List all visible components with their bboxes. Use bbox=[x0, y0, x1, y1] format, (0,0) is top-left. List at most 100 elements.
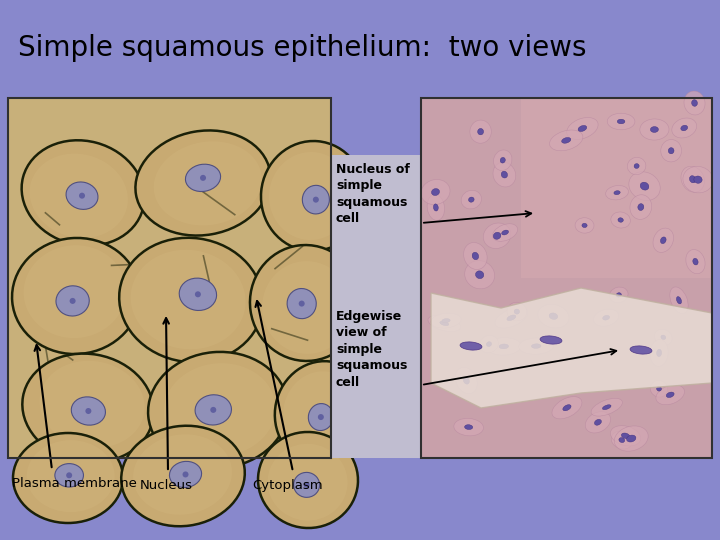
Ellipse shape bbox=[133, 434, 232, 515]
Ellipse shape bbox=[610, 287, 628, 303]
Ellipse shape bbox=[650, 126, 658, 132]
Ellipse shape bbox=[469, 197, 474, 202]
Ellipse shape bbox=[611, 212, 631, 228]
Ellipse shape bbox=[262, 261, 352, 354]
Bar bbox=[8, 98, 331, 458]
Ellipse shape bbox=[606, 186, 629, 200]
Ellipse shape bbox=[130, 250, 246, 349]
Circle shape bbox=[304, 482, 310, 488]
Ellipse shape bbox=[163, 363, 276, 456]
Circle shape bbox=[200, 175, 206, 181]
Ellipse shape bbox=[148, 352, 288, 468]
Ellipse shape bbox=[464, 261, 495, 289]
Ellipse shape bbox=[514, 309, 520, 314]
Ellipse shape bbox=[607, 113, 635, 130]
Text: Simple squamous epithelium:  two views: Simple squamous epithelium: two views bbox=[18, 34, 587, 62]
Ellipse shape bbox=[591, 399, 622, 416]
Ellipse shape bbox=[442, 319, 450, 323]
Text: Nucleus of
simple
squamous
cell: Nucleus of simple squamous cell bbox=[336, 163, 410, 226]
Ellipse shape bbox=[657, 387, 662, 391]
Bar bbox=[521, 98, 712, 278]
Ellipse shape bbox=[427, 194, 444, 220]
Ellipse shape bbox=[30, 153, 128, 238]
Bar bbox=[8, 98, 331, 458]
Ellipse shape bbox=[195, 395, 231, 425]
Ellipse shape bbox=[258, 432, 358, 528]
Ellipse shape bbox=[614, 191, 620, 195]
Ellipse shape bbox=[681, 166, 704, 192]
Ellipse shape bbox=[66, 182, 98, 210]
Text: Edgewise
view of
simple
squamous
cell: Edgewise view of simple squamous cell bbox=[336, 310, 408, 389]
Ellipse shape bbox=[582, 224, 587, 227]
Circle shape bbox=[299, 301, 305, 307]
Polygon shape bbox=[431, 288, 712, 408]
Ellipse shape bbox=[275, 361, 372, 465]
Circle shape bbox=[318, 414, 324, 420]
Ellipse shape bbox=[654, 329, 672, 345]
Ellipse shape bbox=[431, 313, 461, 328]
Ellipse shape bbox=[480, 335, 498, 353]
Ellipse shape bbox=[640, 119, 669, 140]
Ellipse shape bbox=[603, 405, 611, 410]
Ellipse shape bbox=[428, 315, 461, 332]
Text: Plasma membrane: Plasma membrane bbox=[12, 477, 137, 490]
Ellipse shape bbox=[531, 344, 541, 348]
Ellipse shape bbox=[660, 237, 666, 244]
Ellipse shape bbox=[268, 444, 348, 521]
Ellipse shape bbox=[681, 125, 688, 131]
Ellipse shape bbox=[519, 338, 554, 354]
Ellipse shape bbox=[120, 238, 263, 362]
Ellipse shape bbox=[22, 140, 145, 246]
Ellipse shape bbox=[475, 271, 484, 279]
Ellipse shape bbox=[653, 228, 673, 252]
Ellipse shape bbox=[421, 179, 450, 205]
Ellipse shape bbox=[464, 242, 487, 269]
Ellipse shape bbox=[269, 152, 352, 240]
Ellipse shape bbox=[502, 230, 508, 235]
Circle shape bbox=[70, 298, 76, 304]
Ellipse shape bbox=[483, 223, 510, 248]
Ellipse shape bbox=[56, 286, 89, 316]
Ellipse shape bbox=[629, 172, 660, 200]
Circle shape bbox=[313, 197, 319, 202]
Ellipse shape bbox=[540, 336, 562, 344]
Ellipse shape bbox=[462, 190, 482, 209]
Text: Cytoplasm: Cytoplasm bbox=[252, 479, 323, 492]
Ellipse shape bbox=[657, 349, 662, 356]
Ellipse shape bbox=[690, 176, 696, 183]
Ellipse shape bbox=[563, 404, 571, 411]
Ellipse shape bbox=[24, 245, 126, 338]
Ellipse shape bbox=[538, 305, 569, 328]
Ellipse shape bbox=[593, 309, 618, 326]
Bar bbox=[331, 155, 421, 458]
Ellipse shape bbox=[169, 461, 202, 488]
Ellipse shape bbox=[630, 346, 652, 354]
Ellipse shape bbox=[638, 204, 644, 211]
Ellipse shape bbox=[501, 171, 508, 178]
Ellipse shape bbox=[294, 472, 320, 497]
Circle shape bbox=[66, 472, 72, 478]
Ellipse shape bbox=[666, 392, 674, 397]
Ellipse shape bbox=[460, 342, 482, 350]
Ellipse shape bbox=[668, 147, 674, 154]
Ellipse shape bbox=[500, 158, 505, 163]
Ellipse shape bbox=[621, 433, 630, 438]
Ellipse shape bbox=[603, 315, 610, 320]
Ellipse shape bbox=[493, 232, 501, 239]
Ellipse shape bbox=[55, 464, 84, 487]
Ellipse shape bbox=[507, 315, 516, 321]
Ellipse shape bbox=[595, 420, 601, 425]
Ellipse shape bbox=[495, 307, 528, 328]
Circle shape bbox=[182, 471, 189, 477]
Ellipse shape bbox=[661, 139, 682, 162]
Bar bbox=[8, 98, 331, 458]
Ellipse shape bbox=[677, 296, 682, 304]
Ellipse shape bbox=[464, 424, 473, 429]
Ellipse shape bbox=[684, 91, 705, 115]
Ellipse shape bbox=[40, 361, 145, 448]
Ellipse shape bbox=[683, 166, 713, 193]
Bar bbox=[421, 98, 712, 458]
Circle shape bbox=[79, 193, 85, 199]
Ellipse shape bbox=[672, 118, 697, 138]
Ellipse shape bbox=[578, 125, 587, 131]
